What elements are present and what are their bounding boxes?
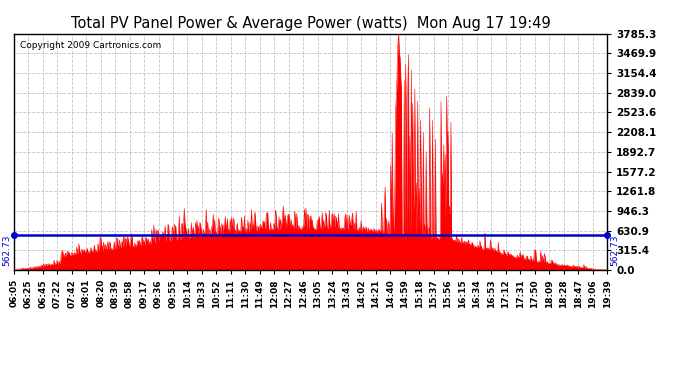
Text: Copyright 2009 Cartronics.com: Copyright 2009 Cartronics.com <box>20 41 161 50</box>
Text: 562.73: 562.73 <box>610 235 619 266</box>
Title: Total PV Panel Power & Average Power (watts)  Mon Aug 17 19:49: Total PV Panel Power & Average Power (wa… <box>70 16 551 31</box>
Text: 562.73: 562.73 <box>2 235 11 266</box>
